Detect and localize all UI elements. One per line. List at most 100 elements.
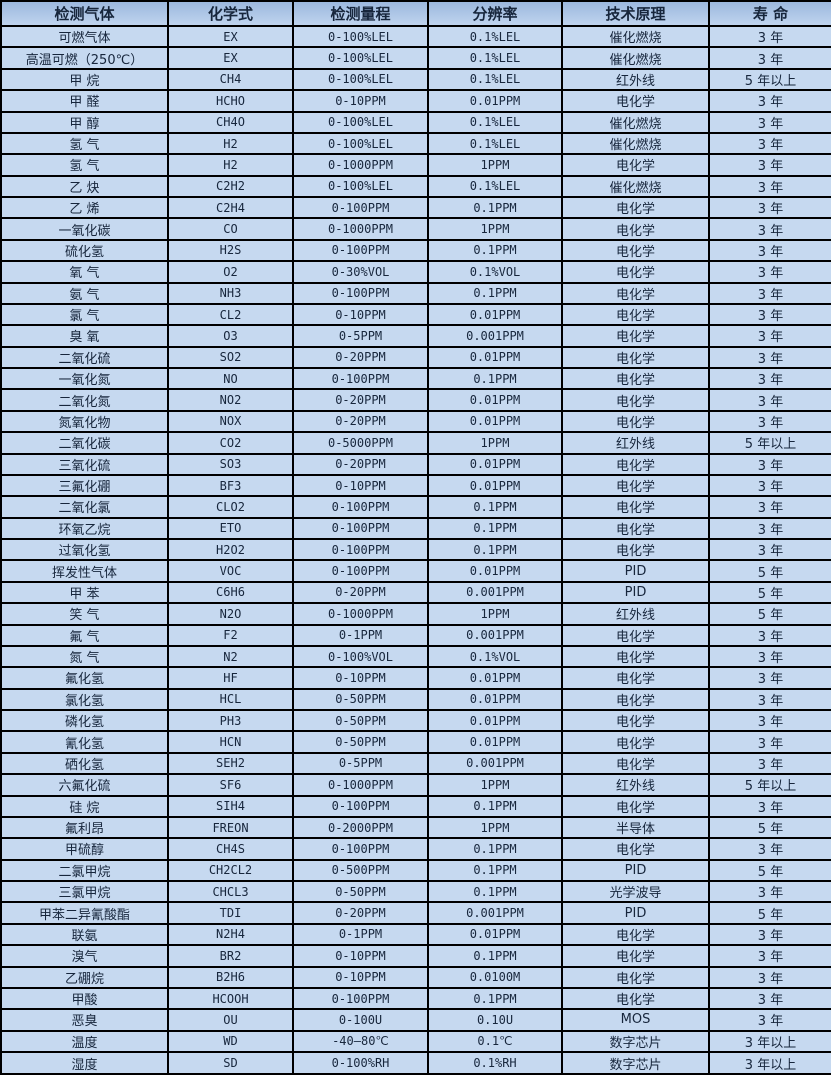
- cell-resolution: 1PPM: [427, 773, 563, 797]
- cell-resolution: 0.01PPM: [427, 559, 563, 583]
- cell-gas: 联氨: [0, 922, 169, 947]
- cell-range: -40—80℃: [292, 1029, 429, 1054]
- cell-resolution: 1PPM: [427, 431, 563, 455]
- cell-lifespan: 3 年: [708, 409, 831, 434]
- table-row: 二氯甲烷 CH2CL2 0-500PPM 0.1PPM PID 5 年: [0, 858, 831, 883]
- cell-lifespan: 3 年: [708, 217, 831, 241]
- cell-principle: 电化学: [561, 666, 710, 690]
- cell-range: 0-50PPM: [292, 687, 429, 712]
- cell-range: 0-100PPM: [292, 195, 429, 220]
- cell-formula: VOC: [167, 559, 294, 583]
- cell-range: 0-100PPM: [292, 559, 429, 583]
- cell-formula: PH3: [167, 708, 294, 733]
- table-row: 氨 气 NH3 0-100PPM 0.1PPM 电化学 3 年: [0, 281, 831, 305]
- cell-formula: CH4O: [167, 110, 294, 134]
- cell-lifespan: 3 年: [708, 238, 831, 263]
- table-row: 甲 烷 CH4 0-100%LEL 0.1%LEL 红外线 5 年以上: [0, 67, 831, 92]
- table-row: 笑 气 N2O 0-1000PPM 1PPM 红外线 5 年: [0, 602, 831, 626]
- cell-lifespan: 3 年: [708, 837, 831, 861]
- cell-range: 0-2000PPM: [292, 815, 429, 840]
- cell-resolution: 0.1PPM: [427, 944, 563, 968]
- cell-range: 0-50PPM: [292, 708, 429, 733]
- cell-principle: 催化燃烧: [561, 174, 710, 199]
- cell-lifespan: 3 年: [708, 751, 831, 776]
- cell-principle: 电化学: [561, 388, 710, 412]
- cell-formula: TDI: [167, 901, 294, 925]
- table-row: 臭 氧 O3 0-5PPM 0.001PPM 电化学 3 年: [0, 324, 831, 348]
- cell-lifespan: 5 年: [708, 815, 831, 840]
- cell-principle: 电化学: [561, 238, 710, 263]
- table-row: 氟利昂 FREON 0-2000PPM 1PPM 半导体 5 年: [0, 815, 831, 840]
- cell-resolution: 0.1PPM: [427, 366, 563, 391]
- cell-resolution: 0.1PPM: [427, 858, 563, 883]
- cell-gas: 挥发性气体: [0, 559, 169, 583]
- cell-gas: 甲酸: [0, 986, 169, 1011]
- cell-gas: 氯化氢: [0, 687, 169, 712]
- table-row: 联氨 N2H4 0-1PPM 0.01PPM 电化学 3 年: [0, 922, 831, 947]
- cell-resolution: 0.1PPM: [427, 879, 563, 904]
- cell-principle: 电化学: [561, 644, 710, 669]
- cell-gas: 氰化氢: [0, 730, 169, 754]
- cell-resolution: 0.01PPM: [427, 302, 563, 327]
- cell-gas: 湿度: [0, 1051, 169, 1075]
- cell-resolution: 0.1PPM: [427, 238, 563, 263]
- cell-formula: BR2: [167, 944, 294, 968]
- cell-resolution: 0.0100M: [427, 965, 563, 989]
- cell-lifespan: 3 年: [708, 730, 831, 754]
- cell-resolution: 0.1%LEL: [427, 174, 563, 199]
- table-row: 乙 炔 C2H2 0-100%LEL 0.1%LEL 催化燃烧 3 年: [0, 174, 831, 199]
- cell-resolution: 0.01PPM: [427, 730, 563, 754]
- cell-resolution: 0.1PPM: [427, 537, 563, 562]
- cell-formula: BF3: [167, 473, 294, 498]
- cell-range: 0-100PPM: [292, 986, 429, 1011]
- cell-range: 0-500PPM: [292, 858, 429, 883]
- table-row: 二氧化氯 CLO2 0-100PPM 0.1PPM 电化学 3 年: [0, 495, 831, 519]
- cell-principle: 数字芯片: [561, 1029, 710, 1054]
- cell-gas: 二氧化碳: [0, 431, 169, 455]
- table-row: 氯化氢 HCL 0-50PPM 0.01PPM 电化学 3 年: [0, 687, 831, 712]
- cell-gas: 一氧化氮: [0, 366, 169, 391]
- cell-range: 0-20PPM: [292, 388, 429, 412]
- cell-gas: 环氧乙烷: [0, 516, 169, 541]
- cell-resolution: 0.1%LEL: [427, 46, 563, 70]
- cell-range: 0-1000PPM: [292, 773, 429, 797]
- cell-resolution: 0.01PPM: [427, 89, 563, 113]
- cell-principle: 电化学: [561, 623, 710, 647]
- cell-resolution: 0.1%VOL: [427, 644, 563, 669]
- table-row: 环氧乙烷 ETO 0-100PPM 0.1PPM 电化学 3 年: [0, 516, 831, 541]
- cell-range: 0-10PPM: [292, 473, 429, 498]
- cell-formula: N2H4: [167, 922, 294, 947]
- cell-gas: 溴气: [0, 944, 169, 968]
- cell-lifespan: 3 年: [708, 110, 831, 134]
- table-row: 甲硫醇 CH4S 0-100PPM 0.1PPM 电化学 3 年: [0, 837, 831, 861]
- cell-range: 0-100PPM: [292, 366, 429, 391]
- cell-resolution: 0.1PPM: [427, 195, 563, 220]
- cell-formula: SO2: [167, 345, 294, 370]
- cell-formula: EX: [167, 24, 294, 49]
- table-row: 氮 气 N2 0-100%VOL 0.1%VOL 电化学 3 年: [0, 644, 831, 669]
- cell-principle: 电化学: [561, 794, 710, 818]
- cell-lifespan: 3 年: [708, 46, 831, 70]
- cell-gas: 氧 气: [0, 260, 169, 284]
- cell-formula: NH3: [167, 281, 294, 305]
- column-header-formula: 化学式: [167, 0, 294, 27]
- table-row: 硫化氢 H2S 0-100PPM 0.1PPM 电化学 3 年: [0, 238, 831, 263]
- cell-resolution: 0.1%VOL: [427, 260, 563, 284]
- cell-formula: CO: [167, 217, 294, 241]
- cell-principle: 电化学: [561, 687, 710, 712]
- cell-gas: 甲 苯: [0, 580, 169, 605]
- cell-principle: 电化学: [561, 730, 710, 754]
- cell-gas: 二氧化硫: [0, 345, 169, 370]
- cell-formula: CHCL3: [167, 879, 294, 904]
- cell-principle: PID: [561, 901, 710, 925]
- cell-formula: OU: [167, 1008, 294, 1032]
- table-row: 甲酸 HCOOH 0-100PPM 0.1PPM 电化学 3 年: [0, 986, 831, 1011]
- cell-range: 0-100%LEL: [292, 110, 429, 134]
- cell-resolution: 0.1%LEL: [427, 131, 563, 156]
- cell-gas: 高温可燃（250℃）: [0, 46, 169, 70]
- cell-gas: 氟 气: [0, 623, 169, 647]
- cell-principle: 电化学: [561, 409, 710, 434]
- column-header-resolution: 分辨率: [427, 0, 563, 27]
- cell-resolution: 0.1%LEL: [427, 110, 563, 134]
- cell-lifespan: 3 年: [708, 794, 831, 818]
